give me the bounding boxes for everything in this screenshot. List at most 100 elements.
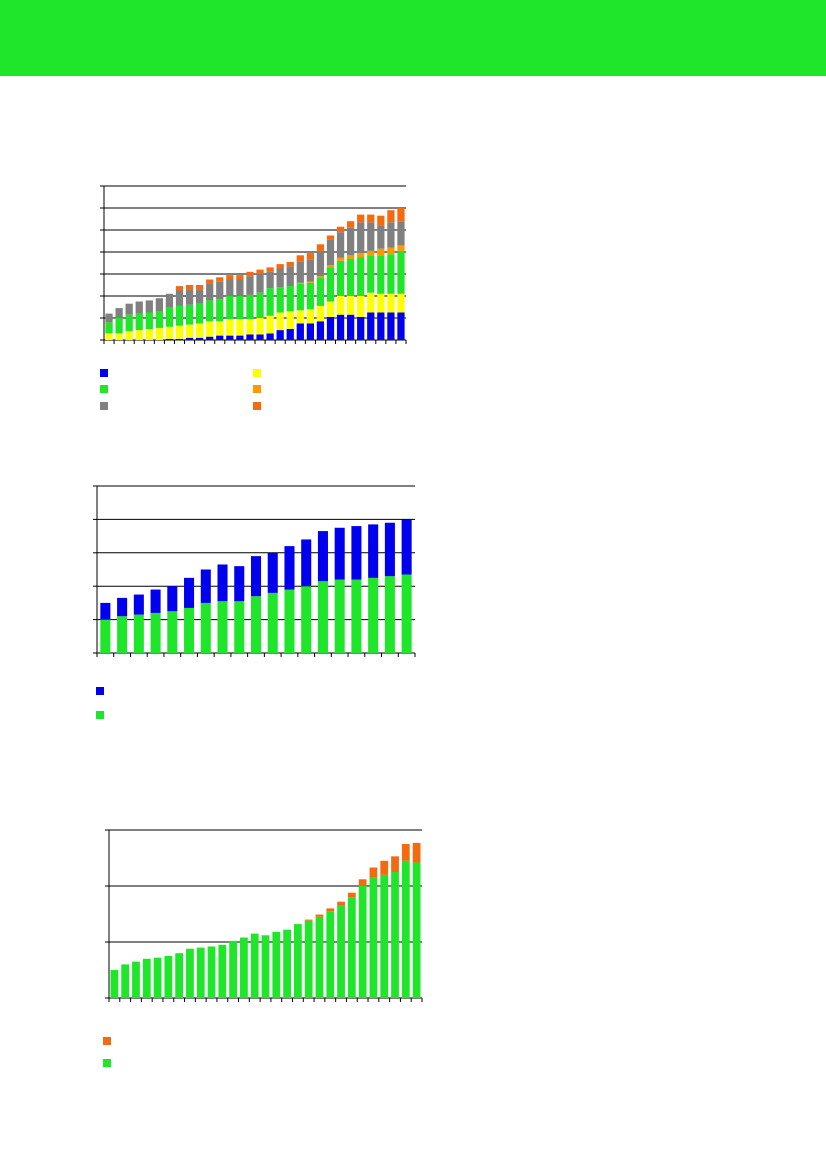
bar-segment-green [196,947,205,998]
bar-segment-gray [206,283,214,301]
bar-segment-green [317,581,328,653]
bar-segment-orange [306,253,314,260]
bar-segment-orange [358,879,367,886]
bar-segment-yellow [125,331,133,340]
bar-segment-yellow [397,293,405,313]
bar-segment-orange [206,279,214,284]
legend-swatch-blue [96,687,104,695]
bar-segment-orange [196,285,204,290]
bar-segment-gray [347,227,355,256]
bar-segment-light_orange [387,247,395,255]
bar-segment-light_orange [326,265,335,268]
bar-segment-gray [357,222,365,254]
bar-segment-blue [286,329,294,340]
bar-segment-orange [336,226,345,233]
bar-segment-light_orange [316,276,325,278]
bar-segment-yellow [286,311,294,329]
bar-segment-gray [105,313,113,323]
bar-segment-light_orange [306,281,314,283]
bar-segment-blue [387,312,395,340]
bar-segment-green [334,579,345,653]
bar-segment-yellow [347,296,355,315]
bar-segment-orange [369,867,378,878]
chart-stacked-six-series [100,185,407,344]
bar-segment-green [286,286,294,312]
bar-segment-blue [336,314,345,340]
bar-segment-light_orange [357,253,365,258]
bar-segment-yellow [175,325,184,339]
bar-segment-green [132,961,140,998]
bar-segment-gray [266,271,274,289]
bar-segment-orange [266,267,274,272]
bar-segment-green [133,614,144,653]
bar-segment-green [121,964,130,998]
bar-segment-blue [246,334,254,340]
bar-segment-light_orange [336,257,345,261]
bar-segment-orange [380,860,389,875]
bar-segment-yellow [145,329,153,340]
bar-segment-yellow [296,310,304,324]
bar-segment-gray [336,232,345,258]
bar-segment-green [293,924,302,998]
bar-segment-orange [276,264,284,269]
bar-segment-green [175,953,184,998]
bar-segment-blue [367,312,375,340]
bar-segment-yellow [105,333,113,340]
bar-segment-green [100,619,111,653]
bar-segment-yellow [357,296,365,317]
bar-segment-orange [236,275,244,280]
chart-stacked-two-series-green-orange [105,829,423,1002]
bar-segment-orange [185,285,194,290]
bar-segment-blue [276,330,284,340]
bar-segment-green [304,920,313,998]
bar-segment-green [357,257,365,296]
bar-segment-blue [133,594,144,615]
bar-segment-green [226,296,234,320]
bar-segment-blue [167,586,178,612]
bar-segment-light_orange [296,282,304,284]
bar-segment-green [155,311,163,328]
bar-segment-green [347,897,356,998]
bar-segment-orange [412,842,421,863]
bar-segment-blue [236,335,244,340]
bar-segment-green [351,579,362,653]
bar-segment-gray [196,289,204,304]
bar-segment-orange [286,261,294,267]
bar-segment-blue [296,323,304,340]
bar-segment-orange [337,901,345,906]
bar-segment-blue [368,524,379,578]
bar-segment-green [142,958,151,998]
bar-segment-green [380,874,389,998]
bar-segment-gray [276,268,284,288]
bar-segment-green [184,607,195,653]
bar-segment-gray [125,303,133,315]
bar-segment-orange [391,856,399,872]
bar-segment-green [186,948,194,998]
bar-segment-blue [357,316,365,340]
bar-segment-green [284,589,295,653]
bar-segment-orange [357,214,365,223]
bar-segment-gray [216,281,224,300]
bar-segment-green [200,602,211,653]
bar-segment-orange [387,210,395,223]
legend-swatch-yellow [253,369,261,377]
bar-segment-yellow [306,309,314,324]
bar-segment-green [135,313,143,331]
bar-segment-green [315,916,324,998]
bar-segment-green [261,935,270,998]
bar-segment-orange [377,215,385,226]
bar-segment-green [337,905,345,998]
bar-segment-gray [175,290,184,306]
bar-segment-green [301,586,312,653]
bar-segment-gray [236,279,244,296]
bar-segment-yellow [316,305,325,322]
bar-segment-green [397,250,405,294]
bar-segment-blue [216,335,224,340]
bar-segment-gray [326,239,335,266]
bar-segment-orange [246,271,254,277]
bar-segment-gray [296,261,304,283]
bar-segment-blue [326,316,335,340]
bar-segment-orange [326,235,335,240]
bar-segment-green [401,860,410,998]
bar-segment-green [391,872,399,998]
